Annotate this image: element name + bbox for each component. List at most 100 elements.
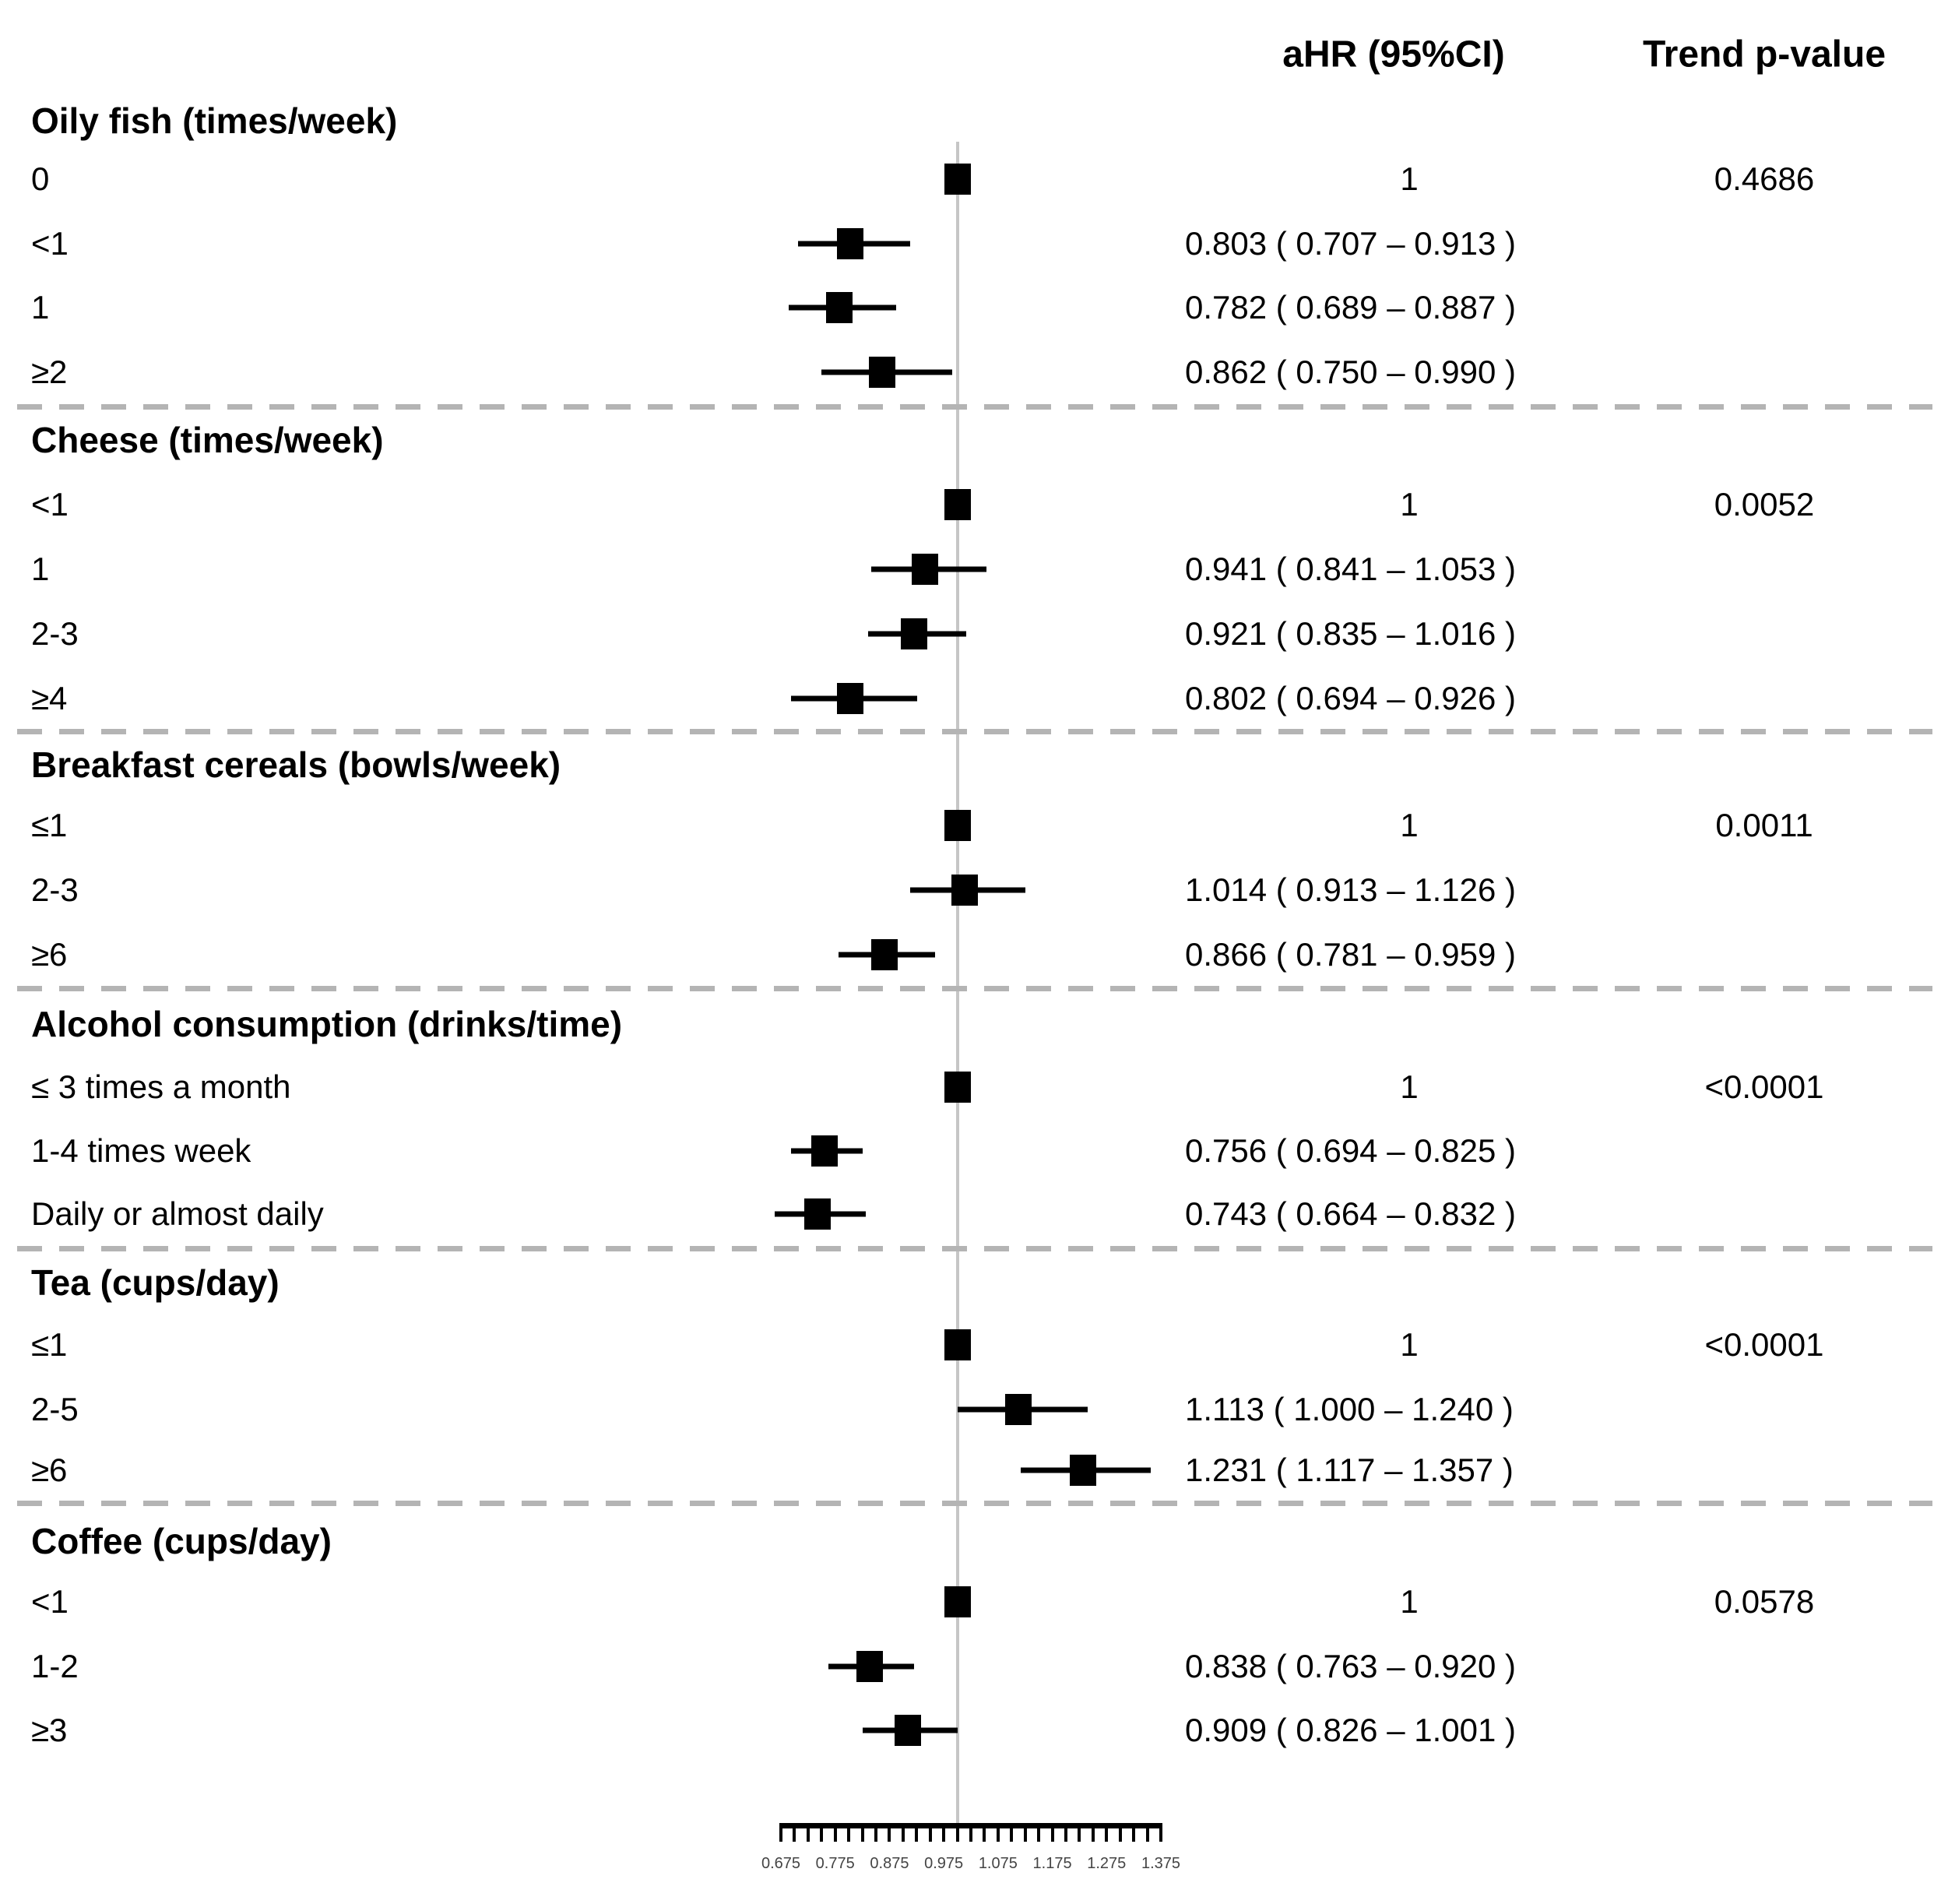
row-label: ≥2 — [31, 354, 68, 390]
axis-tick — [955, 1823, 959, 1842]
point-marker — [944, 1586, 971, 1617]
divider — [17, 729, 1932, 734]
point-marker — [944, 1329, 971, 1360]
section-title: Tea (cups/day) — [31, 1262, 280, 1303]
ahr-value: 1.231 ( 1.117 – 1.357 ) — [1185, 1452, 1514, 1488]
axis-tick — [1105, 1823, 1109, 1842]
row-label: 1 — [31, 551, 50, 587]
point-marker — [811, 1135, 839, 1167]
row-label: 0 — [31, 160, 50, 197]
ahr-value: 1 — [1400, 1068, 1419, 1105]
ahr-value: 0.802 ( 0.694 – 0.926 ) — [1185, 680, 1516, 716]
trend-p-value: <0.0001 — [1704, 1326, 1824, 1363]
axis-tick — [860, 1823, 864, 1842]
point-marker — [825, 292, 853, 323]
axis-tick-label: 0.975 — [924, 1855, 964, 1872]
point-marker — [837, 228, 864, 259]
axis-tick — [1010, 1823, 1014, 1842]
ahr-value: 0.756 ( 0.694 – 0.825 ) — [1185, 1132, 1516, 1169]
reference-line — [955, 142, 959, 1825]
trend-p-value: 0.4686 — [1714, 160, 1815, 197]
section-title: Cheese (times/week) — [31, 420, 384, 460]
axis-tick-label: 1.375 — [1141, 1855, 1181, 1872]
divider — [17, 1246, 1932, 1251]
point-marker — [836, 683, 863, 714]
point-marker — [869, 357, 896, 388]
ahr-value: 1 — [1400, 807, 1419, 843]
section-title: Oily fish (times/week) — [31, 100, 398, 141]
row-label: ≥6 — [31, 1452, 68, 1488]
ahr-value: 0.803 ( 0.707 – 0.913 ) — [1185, 225, 1516, 262]
axis-tick — [1145, 1823, 1149, 1842]
axis-tick — [996, 1823, 1000, 1842]
divider — [17, 404, 1932, 410]
axis-tick — [1023, 1823, 1027, 1842]
column-header-ahr: aHR (95%CI) — [1282, 33, 1505, 76]
axis-tick — [1064, 1823, 1067, 1842]
row-label: <1 — [31, 225, 69, 262]
axis-tick — [1132, 1823, 1136, 1842]
trend-p-value: <0.0001 — [1704, 1068, 1824, 1105]
axis-tick — [847, 1823, 851, 1842]
axis-tick — [793, 1823, 796, 1842]
axis-tick-label: 1.175 — [1032, 1855, 1072, 1872]
row-label: ≥6 — [31, 936, 68, 973]
row-label: ≤1 — [31, 1326, 68, 1363]
axis-tick — [1091, 1823, 1095, 1842]
ahr-value: 0.941 ( 0.841 – 1.053 ) — [1185, 551, 1516, 587]
ahr-value: 1 — [1400, 160, 1419, 197]
ahr-value: 0.743 ( 0.664 – 0.832 ) — [1185, 1195, 1516, 1232]
row-label: 2-3 — [31, 615, 79, 652]
axis-tick-label: 1.075 — [978, 1855, 1018, 1872]
row-label: <1 — [31, 486, 69, 523]
point-marker — [895, 1715, 922, 1746]
ahr-value: 0.862 ( 0.750 – 0.990 ) — [1185, 354, 1516, 390]
point-marker — [912, 554, 939, 585]
row-label: Daily or almost daily — [31, 1195, 324, 1232]
axis-tick — [1159, 1823, 1162, 1842]
point-marker — [1005, 1394, 1032, 1425]
row-label: ≥4 — [31, 680, 68, 716]
section-title: Breakfast cereals (bowls/week) — [31, 744, 561, 785]
row-label: 2-3 — [31, 871, 79, 908]
axis-tick — [928, 1823, 932, 1842]
axis-tick-label: 0.875 — [870, 1855, 909, 1872]
point-marker — [871, 939, 898, 970]
ahr-value: 0.909 ( 0.826 – 1.001 ) — [1185, 1712, 1516, 1748]
axis-tick — [888, 1823, 891, 1842]
axis-tick — [1118, 1823, 1122, 1842]
point-marker — [804, 1198, 832, 1230]
row-label: 1-4 times week — [31, 1132, 251, 1169]
point-marker — [944, 810, 971, 841]
row-label: <1 — [31, 1583, 69, 1620]
axis-tick — [942, 1823, 946, 1842]
axis-tick-label: 0.675 — [761, 1855, 801, 1872]
axis-tick-label: 0.775 — [815, 1855, 855, 1872]
divider — [17, 1501, 1932, 1506]
axis-tick — [969, 1823, 972, 1842]
axis-tick — [1050, 1823, 1054, 1842]
axis-tick — [806, 1823, 810, 1842]
trend-p-value: 0.0011 — [1715, 807, 1813, 843]
axis-tick — [779, 1823, 782, 1842]
row-label: 1-2 — [31, 1648, 79, 1684]
point-marker — [944, 164, 971, 195]
axis-tick — [820, 1823, 824, 1842]
axis-tick — [874, 1823, 877, 1842]
ahr-value: 0.838 ( 0.763 – 0.920 ) — [1185, 1648, 1516, 1684]
axis-tick — [1078, 1823, 1081, 1842]
row-label: ≤ 3 times a month — [31, 1068, 291, 1105]
row-label: 2-5 — [31, 1391, 79, 1427]
section-title: Coffee (cups/day) — [31, 1521, 332, 1561]
axis-tick — [983, 1823, 986, 1842]
row-label: 1 — [31, 289, 50, 326]
axis-tick — [833, 1823, 837, 1842]
ahr-value: 1.014 ( 0.913 – 1.126 ) — [1185, 871, 1516, 908]
point-marker — [951, 875, 979, 906]
axis-tick-label: 1.275 — [1087, 1855, 1127, 1872]
axis-tick — [901, 1823, 905, 1842]
point-marker — [944, 489, 971, 520]
ahr-value: 1 — [1400, 1583, 1419, 1620]
